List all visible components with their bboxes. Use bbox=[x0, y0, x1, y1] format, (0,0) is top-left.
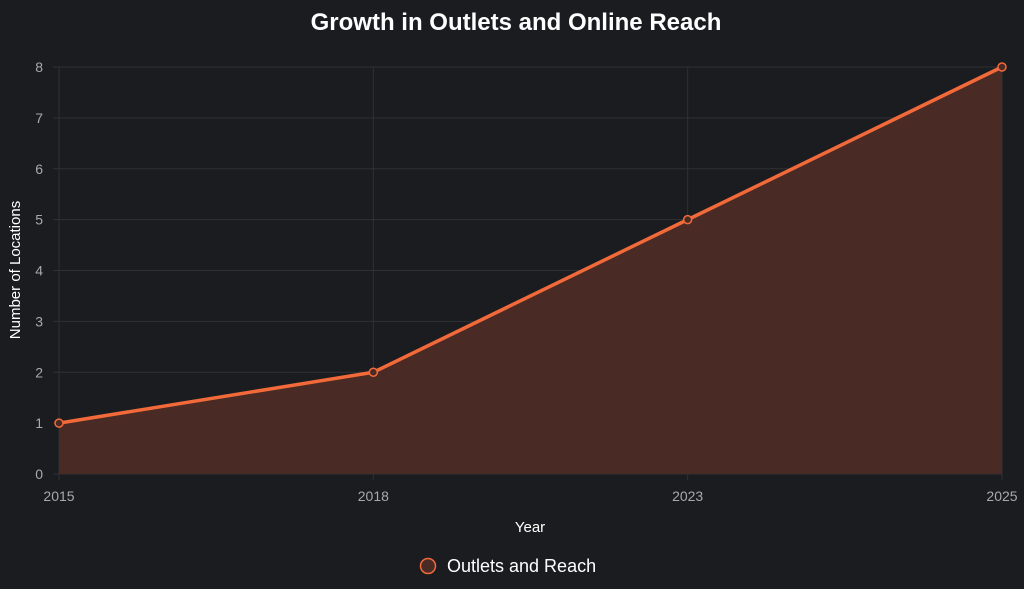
x-tick-label: 2015 bbox=[43, 488, 74, 504]
point-layer bbox=[54, 62, 1007, 428]
area-layer bbox=[59, 67, 1002, 474]
y-tick-label: 8 bbox=[35, 59, 43, 75]
y-tick-label: 1 bbox=[35, 415, 43, 431]
y-tick-label: 3 bbox=[35, 313, 43, 329]
legend[interactable]: Outlets and Reach bbox=[419, 556, 597, 576]
chart-title: Growth in Outlets and Online Reach bbox=[311, 9, 722, 36]
y-axis-ticks: 0 1 2 3 4 5 6 7 8 bbox=[35, 59, 43, 482]
legend-label: Outlets and Reach bbox=[447, 556, 596, 576]
y-tick-label: 5 bbox=[35, 212, 43, 228]
y-tick-label: 7 bbox=[35, 110, 43, 126]
series-area-fill bbox=[59, 67, 1002, 474]
series-line bbox=[57, 65, 1004, 425]
y-tick-label: 0 bbox=[35, 466, 43, 482]
data-point bbox=[682, 214, 693, 225]
x-tick-label: 2025 bbox=[986, 488, 1017, 504]
x-axis-ticks: 2015 2018 2023 2025 bbox=[43, 488, 1017, 504]
y-tick-label: 2 bbox=[35, 364, 43, 380]
x-axis-title: Year bbox=[515, 519, 545, 536]
data-point bbox=[997, 62, 1007, 72]
x-tick-label: 2023 bbox=[672, 488, 703, 504]
y-axis-title: Number of Locations bbox=[7, 201, 24, 339]
legend-marker bbox=[419, 557, 437, 575]
data-point bbox=[54, 418, 64, 428]
y-tick-label: 4 bbox=[35, 263, 43, 279]
line-layer bbox=[57, 65, 1004, 425]
data-point bbox=[368, 367, 379, 377]
x-tick-label: 2018 bbox=[358, 488, 389, 504]
y-tick-label: 6 bbox=[35, 161, 43, 177]
